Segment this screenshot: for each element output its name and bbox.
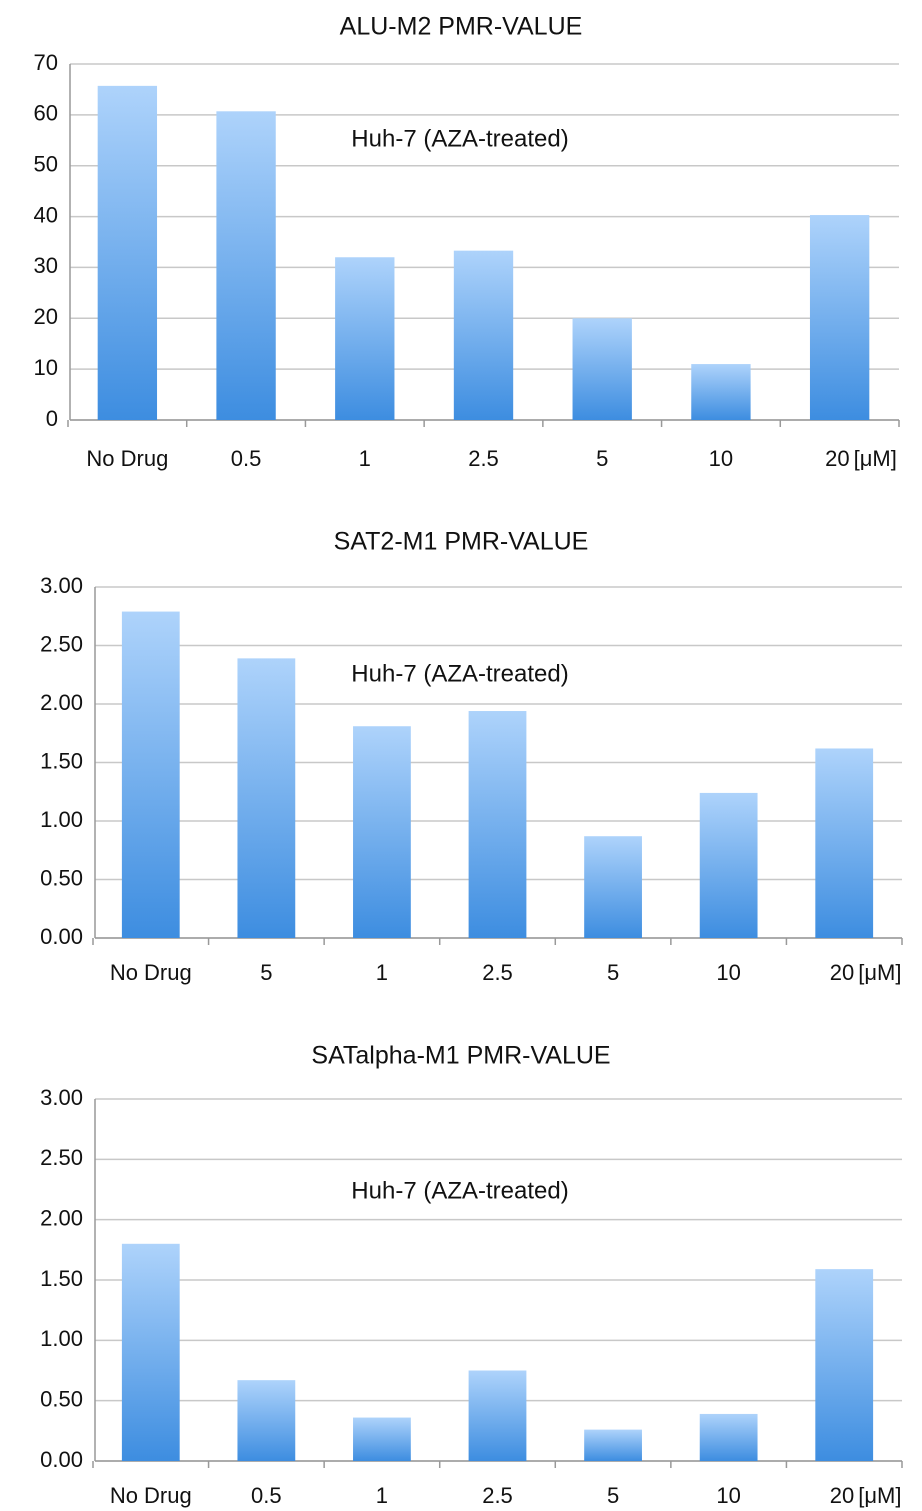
y-tick-label: 2.50 — [40, 631, 83, 656]
bar — [572, 318, 632, 420]
bar — [815, 1269, 874, 1461]
bar — [216, 111, 276, 420]
y-tick-label: 70 — [34, 50, 58, 75]
x-tick-label: 10 — [709, 446, 733, 471]
x-tick-label: 5 — [260, 960, 272, 985]
bar — [468, 711, 527, 938]
y-tick-label: 10 — [34, 355, 58, 380]
y-tick-label: 20 — [34, 304, 58, 329]
bar — [691, 364, 751, 420]
x-axis-unit: [μM] — [858, 960, 901, 985]
y-tick-label: 0.00 — [40, 924, 83, 949]
x-tick-label: No Drug — [86, 446, 168, 471]
bar — [453, 250, 514, 420]
chart-title: SATalpha-M1 PMR-VALUE — [311, 1042, 610, 1070]
y-tick-label: 0.50 — [40, 865, 83, 890]
x-tick-label: 20 — [830, 1483, 854, 1508]
x-tick-label: 2.5 — [482, 960, 513, 985]
bar — [699, 792, 758, 938]
y-tick-label: 1.00 — [40, 1326, 83, 1351]
bar — [584, 836, 642, 938]
bar — [353, 726, 411, 938]
bar — [815, 748, 874, 938]
annotation: Huh-7 (AZA-treated) — [351, 125, 568, 152]
x-tick-label: 1 — [359, 446, 371, 471]
y-tick-label: 3.00 — [40, 573, 83, 598]
x-tick-label: No Drug — [110, 1483, 192, 1508]
x-tick-label: 5 — [596, 446, 608, 471]
x-tick-label: 5 — [607, 960, 619, 985]
x-tick-label: 1 — [376, 1483, 388, 1508]
annotation: Huh-7 (AZA-treated) — [351, 1177, 568, 1204]
y-tick-label: 3.00 — [40, 1085, 83, 1110]
bar — [121, 611, 180, 938]
x-tick-label: 0.5 — [231, 446, 262, 471]
x-tick-label: 5 — [607, 1483, 619, 1508]
y-tick-label: 2.00 — [40, 1205, 83, 1230]
x-tick-label: 20 — [830, 960, 854, 985]
chart: SATalpha-M1 PMR-VALUE 0.00 0.50 1.00 1.50 2.0… — [40, 1042, 903, 1508]
bar — [353, 1417, 411, 1461]
y-tick-label: 1.50 — [40, 748, 83, 773]
y-tick-label: 50 — [34, 152, 58, 177]
y-tick-label: 0 — [46, 406, 58, 431]
x-tick-label: 2.5 — [482, 1483, 513, 1508]
bar — [121, 1243, 180, 1461]
x-axis-unit: [μM] — [858, 1483, 901, 1508]
y-tick-label: 0.00 — [40, 1447, 83, 1472]
x-tick-label: 1 — [376, 960, 388, 985]
bar — [584, 1429, 642, 1461]
chart: ALU-M2 PMR-VALUE 0 10 20 30 40 50 60 70 No Drug 0.… — [34, 13, 900, 471]
bar — [335, 257, 395, 420]
chart-title: ALU-M2 PMR-VALUE — [340, 13, 583, 41]
x-tick-label: 20 — [825, 446, 849, 471]
y-tick-label: 1.00 — [40, 807, 83, 832]
chart-title: SAT2-M1 PMR-VALUE — [334, 528, 589, 556]
y-tick-label: 40 — [34, 202, 58, 227]
y-tick-label: 1.50 — [40, 1266, 83, 1291]
y-tick-label: 30 — [34, 253, 58, 278]
annotation: Huh-7 (AZA-treated) — [351, 660, 568, 687]
x-tick-label: 2.5 — [468, 446, 499, 471]
bar — [237, 658, 296, 938]
bar — [97, 85, 158, 421]
bar — [468, 1370, 527, 1461]
x-tick-label: 10 — [716, 960, 740, 985]
bar — [237, 1380, 296, 1461]
bar — [809, 215, 870, 420]
y-tick-label: 0.50 — [40, 1386, 83, 1411]
y-tick-label: 2.00 — [40, 690, 83, 715]
y-tick-label: 2.50 — [40, 1145, 83, 1170]
x-tick-label: 0.5 — [251, 1483, 282, 1508]
chart: SAT2-M1 PMR-VALUE 0.00 0.50 1.00 1.50 2.00 2.5… — [40, 528, 903, 985]
x-tick-label: No Drug — [110, 960, 192, 985]
x-axis-unit: [μM] — [854, 446, 897, 471]
x-tick-label: 10 — [716, 1483, 740, 1508]
y-tick-label: 60 — [34, 101, 58, 126]
bar — [699, 1413, 758, 1461]
